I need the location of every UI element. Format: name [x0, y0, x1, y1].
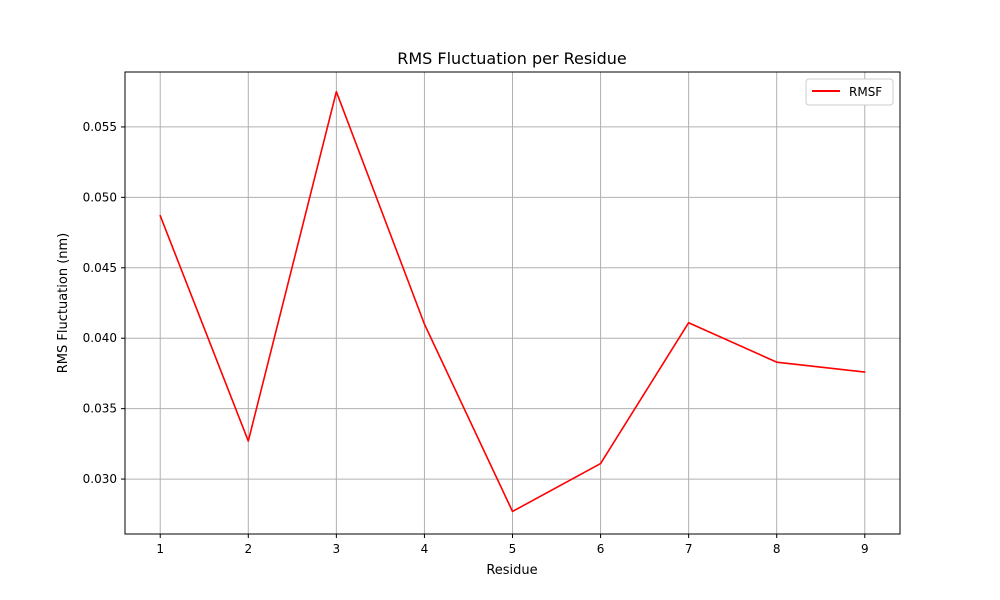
- legend-label-rmsf: RMSF: [849, 85, 882, 99]
- y-axis-label: RMS Fluctuation (nm): [56, 233, 71, 374]
- y-tick-label: 0.055: [83, 120, 117, 134]
- x-tick-label: 7: [685, 542, 693, 556]
- legend: RMSF: [805, 78, 894, 106]
- grid: [125, 72, 900, 534]
- x-tick-label: 2: [244, 542, 252, 556]
- x-axis-ticks: 1 2 3 4 5 6 7 8 9: [156, 534, 869, 556]
- x-tick-label: 6: [597, 542, 605, 556]
- x-tick-label: 1: [156, 542, 164, 556]
- series-line-rmsf: [159, 90, 866, 513]
- x-tick-label: 8: [773, 542, 781, 556]
- series-layer: [159, 90, 866, 513]
- chart-title: RMS Fluctuation per Residue: [397, 49, 627, 68]
- x-tick-label: 4: [421, 542, 429, 556]
- y-tick-label: 0.050: [83, 190, 117, 204]
- x-axis-label: Residue: [486, 563, 537, 578]
- y-axis-ticks: 0.030 0.035 0.040 0.045 0.050 0.055: [83, 120, 125, 486]
- y-tick-label: 0.035: [83, 402, 117, 416]
- y-tick-label: 0.045: [83, 261, 117, 275]
- x-tick-label: 3: [333, 542, 341, 556]
- legend-box: [805, 78, 894, 106]
- y-tick-label: 0.040: [83, 331, 117, 345]
- y-tick-label: 0.030: [83, 472, 117, 486]
- x-tick-label: 5: [509, 542, 517, 556]
- x-tick-label: 9: [861, 542, 869, 556]
